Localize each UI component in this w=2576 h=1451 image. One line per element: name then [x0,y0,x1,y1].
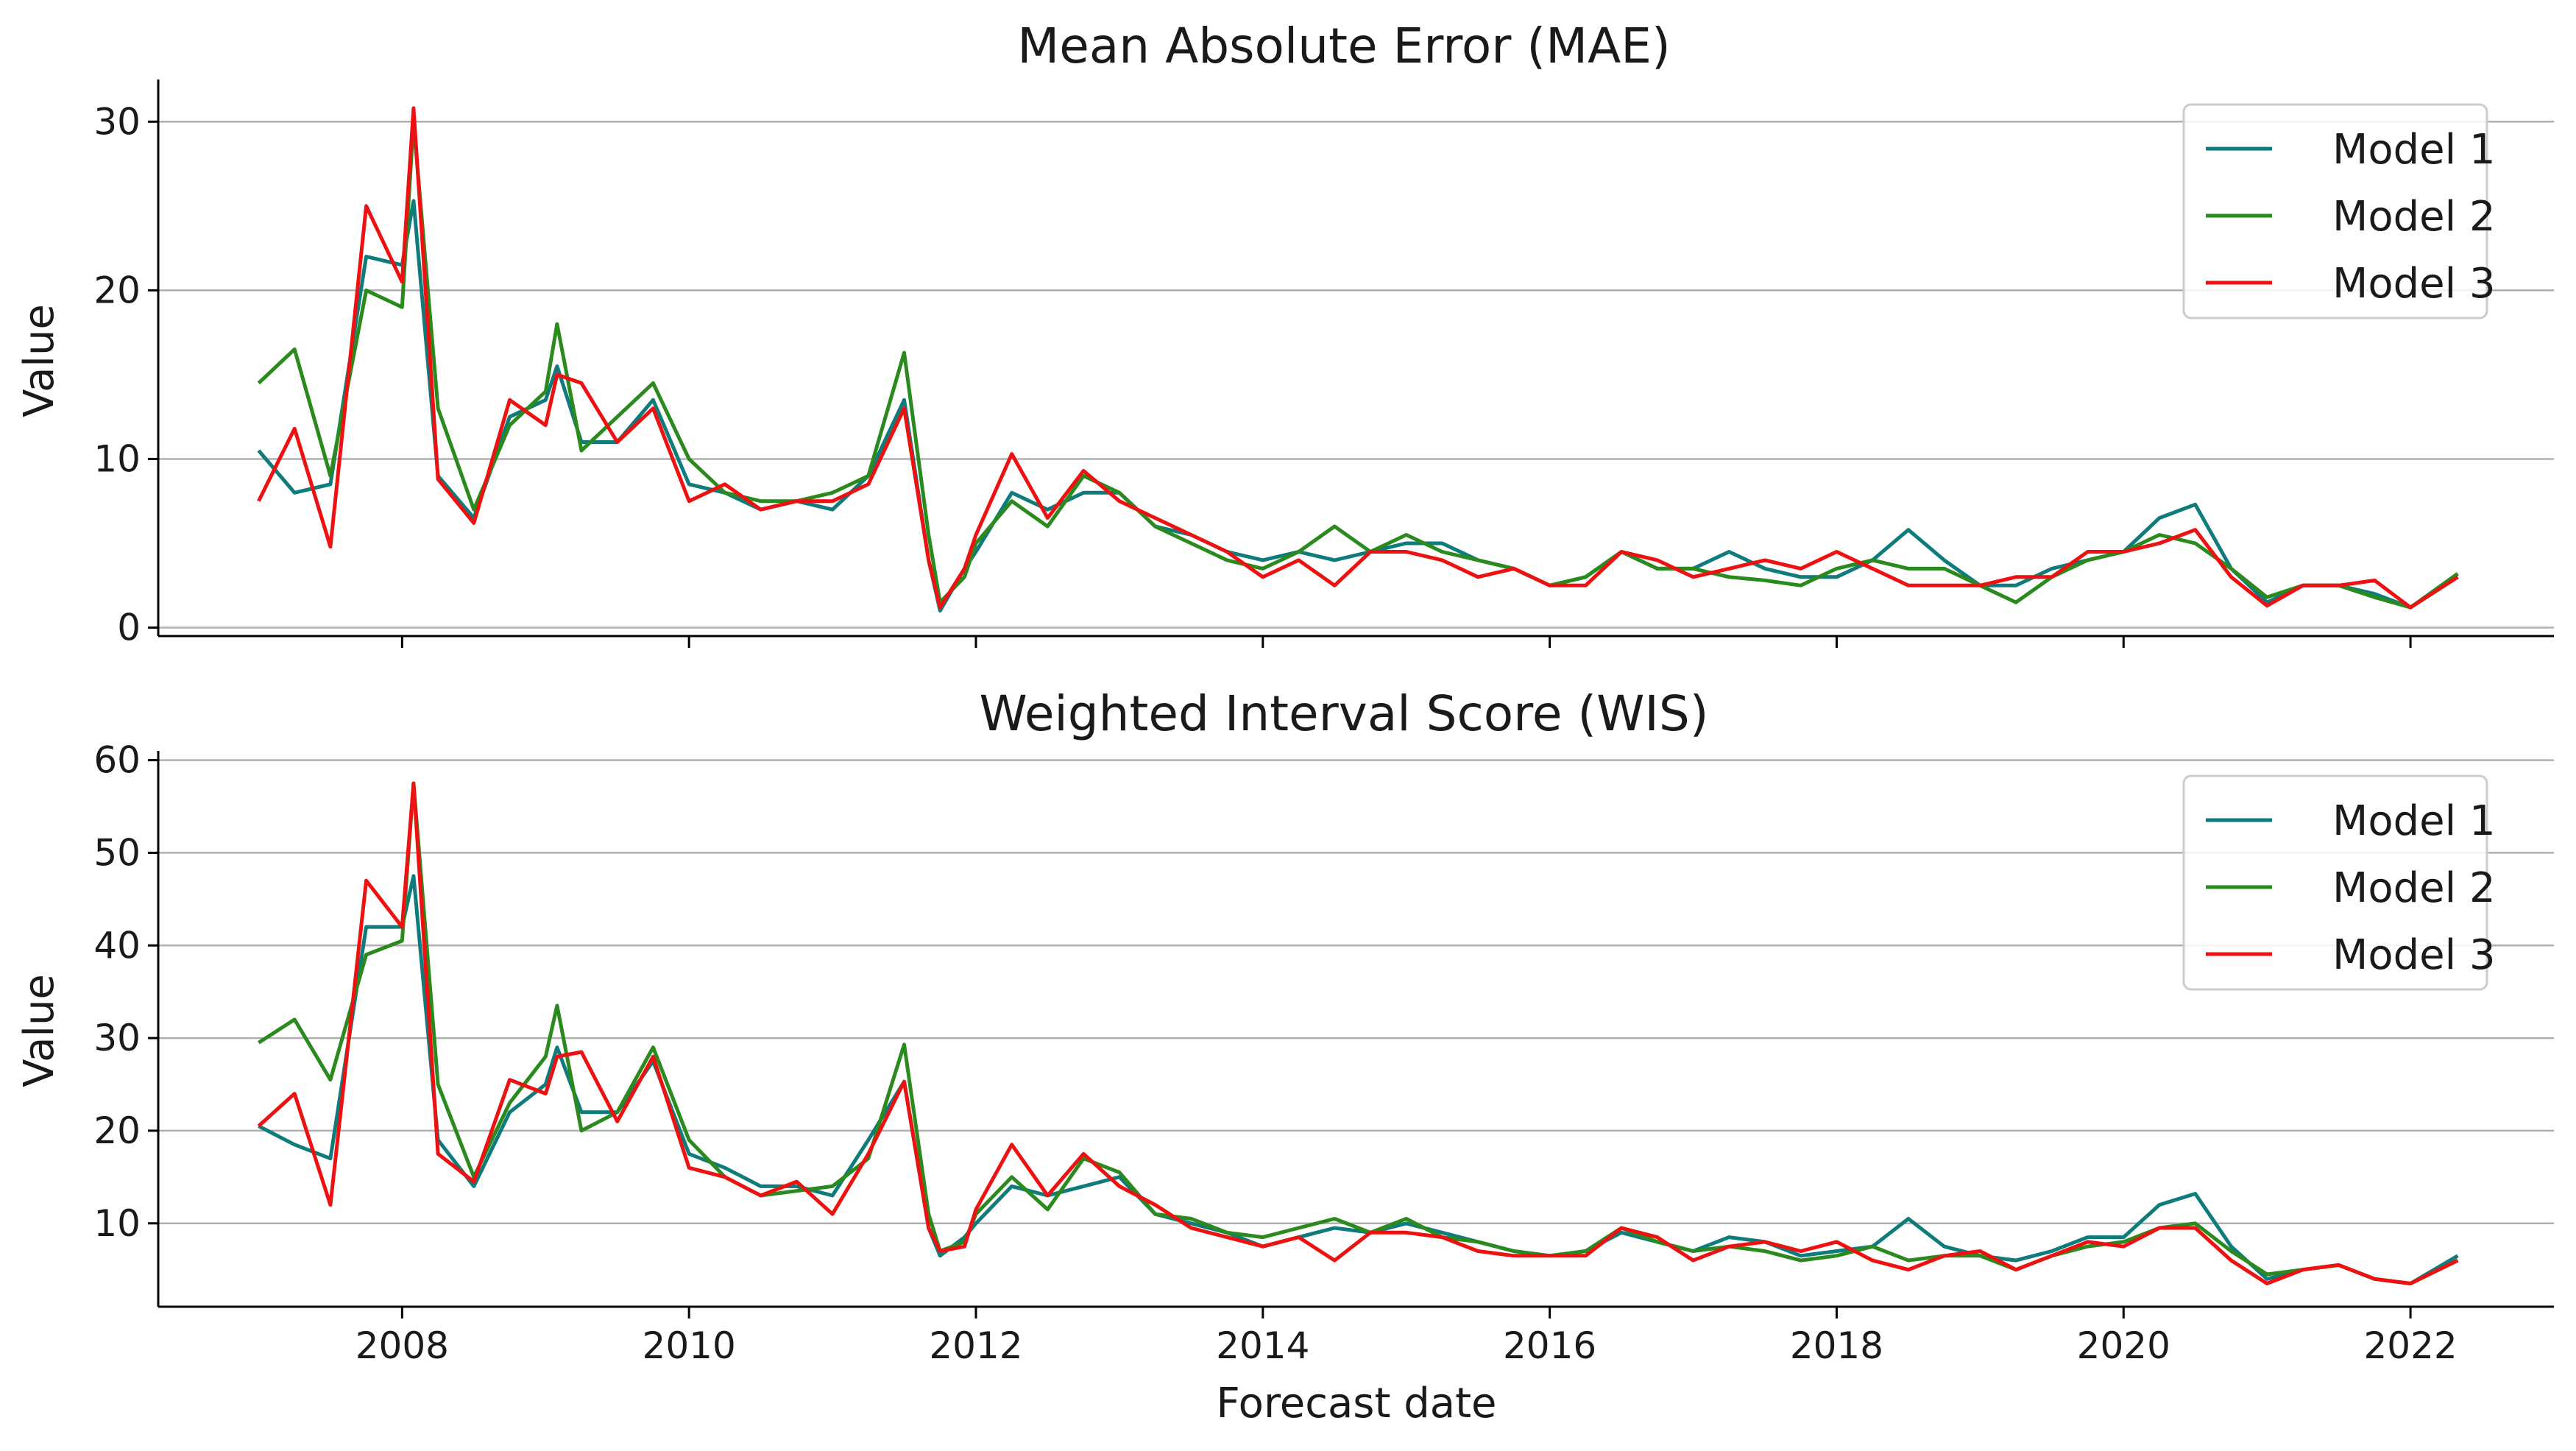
wis-legend: Model 1 Model 2 Model 3 [2182,774,2496,991]
wis-y-tick-label: 10 [93,1202,141,1245]
wis-y-tick-label: 50 [93,831,141,874]
mae-y-tick-label: 20 [93,269,141,311]
x-axis-label: Forecast date [1216,1380,1496,1427]
mae-series-line-2 [257,119,2459,610]
wis-x-tick-label: 2020 [2077,1324,2170,1367]
mae-y-tick-label: 30 [93,100,141,143]
wis-x-tick-label: 2008 [355,1324,449,1367]
wis-y-axis-label: Value [15,974,63,1087]
wis-x-tick-label: 2018 [1790,1324,1883,1367]
mae-title: Mean Absolute Error (MAE) [1017,18,1670,74]
wis-series-line-2 [258,781,2459,1285]
wis-x-tick-label: 2016 [1503,1324,1596,1367]
wis-series-line-1 [258,874,2459,1285]
mae-x-ticks [400,636,2412,648]
wis-y-tick-label: 30 [93,1017,141,1059]
wis-grid [158,759,2554,1224]
wis-x-tick-label: 2014 [1216,1324,1309,1367]
wis-x-tick-label: 2010 [643,1324,736,1367]
wis-title: Weighted Interval Score (WIS) [979,685,1708,742]
mae-y-tick-label: 0 [117,607,141,649]
mae-legend-label: Model 2 [2332,193,2496,241]
wis-x-tick-label: 2022 [2363,1324,2457,1367]
mae-legend-label: Model 1 [2332,126,2496,174]
wis-panel: Weighted Interval Score (WIS) 10 20 30 40 50… [15,685,2554,1367]
mae-series-lines [257,106,2459,613]
mae-series-line-3 [257,106,2459,610]
mae-legend-box [2182,103,2488,319]
mae-y-tick-label: 10 [93,437,141,480]
mae-legend: Model 1 Model 2 Model 3 [2182,103,2496,319]
mae-y-ticks: 0 10 20 30 [93,100,158,649]
wis-x-ticks: 2008 2010 2012 2014 2016 2018 2020 2022 [355,1307,2458,1367]
wis-legend-box [2182,774,2488,991]
wis-y-tick-label: 60 [93,739,141,782]
mae-legend-label: Model 3 [2332,260,2496,308]
wis-series-line-3 [257,781,2459,1285]
wis-y-tick-label: 20 [93,1109,141,1152]
wis-y-ticks: 10 20 30 40 50 60 [93,739,158,1245]
wis-legend-label: Model 3 [2332,931,2496,979]
mae-y-axis-label: Value [15,304,63,417]
wis-y-tick-label: 40 [93,924,141,967]
wis-legend-label: Model 2 [2332,864,2496,912]
wis-x-tick-label: 2012 [929,1324,1022,1367]
mae-grid [158,121,2554,629]
wis-legend-label: Model 1 [2332,797,2496,845]
wis-series-lines [257,781,2459,1285]
